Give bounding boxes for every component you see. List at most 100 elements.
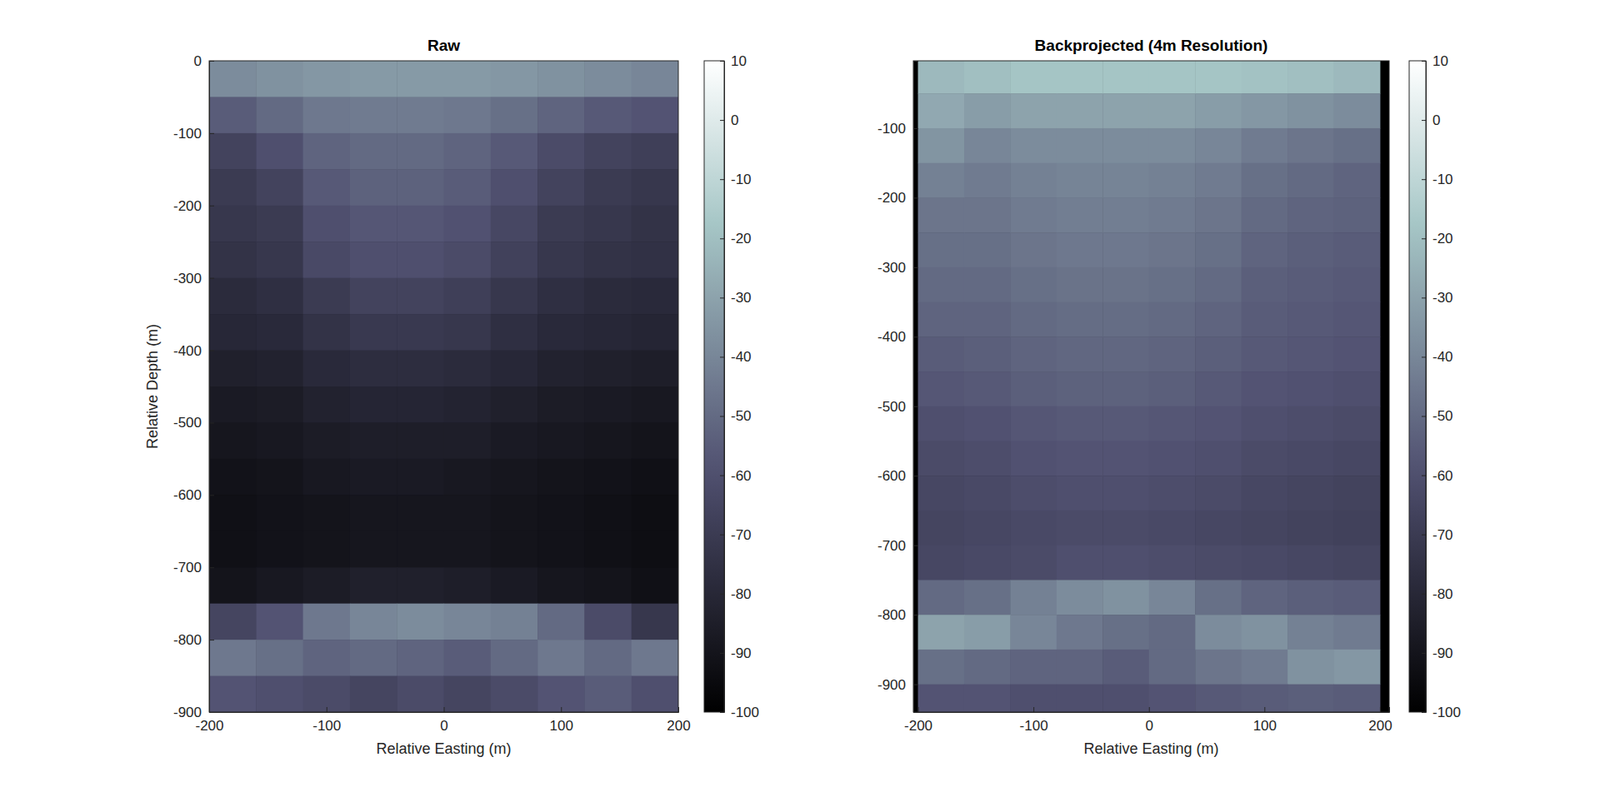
colorbar-tick: -40	[1421, 349, 1454, 365]
heatmap-cell	[1010, 128, 1057, 164]
heatmap-cell	[1056, 302, 1104, 338]
x-tick-label: 100	[550, 718, 574, 735]
heatmap-cell	[918, 128, 965, 164]
y-tick-mark	[209, 278, 215, 280]
heatmap-cell	[1056, 163, 1104, 199]
y-tick: -900	[173, 705, 215, 721]
colorbar-tick-mark	[720, 653, 725, 655]
heatmap-cell	[490, 386, 539, 424]
heatmap-cell	[631, 314, 679, 351]
x-tick-label: 200	[1368, 718, 1392, 735]
heatmap-cell	[1333, 336, 1380, 372]
heatmap-cell	[1056, 580, 1104, 615]
figure: -200-1000100200-900-800-700-600-500-400-…	[0, 0, 1600, 802]
colorbar-tick-mark	[1421, 120, 1426, 121]
heatmap-cell	[537, 169, 585, 206]
x-tick: 100	[1253, 707, 1277, 735]
y-tick-mark	[209, 640, 215, 641]
heatmap-cell	[350, 314, 398, 351]
heatmap-cell	[1333, 545, 1380, 581]
heatmap-cell	[1195, 406, 1242, 442]
x-tick-label: -200	[904, 718, 933, 735]
colorbar-tick-mark	[720, 60, 725, 62]
heatmap-cell	[1241, 615, 1289, 650]
heatmap-cell	[631, 422, 679, 460]
heatmap-cell	[1287, 197, 1335, 233]
heatmap-cell	[537, 459, 585, 496]
heatmap-cell	[584, 422, 632, 460]
heatmap-cell	[1241, 93, 1289, 129]
colorbar-tick-mark	[1421, 60, 1426, 62]
heatmap-cell	[1333, 128, 1380, 164]
colorbar-tick-label: -60	[730, 468, 752, 485]
colorbar-tick-label: -80	[730, 586, 752, 603]
heatmap-cell	[255, 422, 304, 460]
heatmap-cell	[303, 60, 351, 98]
heatmap-cell	[918, 545, 965, 581]
heatmap-cell	[490, 314, 539, 351]
heatmap-cell	[396, 640, 445, 677]
heatmap-cell	[490, 531, 539, 569]
heatmap-cell	[303, 386, 351, 424]
heatmap-cell	[1056, 685, 1104, 713]
x-tick: 0	[440, 707, 448, 735]
heatmap-cell	[396, 314, 445, 351]
colorbar-tick-mark	[1421, 297, 1426, 299]
x-tick-mark	[560, 707, 562, 713]
heatmap-cell	[1333, 60, 1380, 95]
heatmap-cell	[350, 205, 398, 243]
x-tick-mark	[678, 707, 680, 713]
heatmap-cell	[350, 495, 398, 532]
heatmap-cell	[1010, 60, 1057, 95]
heatmap-cell	[396, 96, 445, 134]
heatmap-cell	[918, 93, 965, 129]
y-tick-mark	[913, 545, 919, 547]
heatmap-cell	[490, 604, 539, 641]
heatmap-cell	[1010, 580, 1057, 615]
colorbar-tick-label: -50	[730, 408, 752, 425]
heatmap-cell	[209, 96, 257, 134]
heatmap-cell	[209, 422, 257, 460]
heatmap-cell	[209, 278, 257, 315]
heatmap-cell	[1333, 441, 1380, 477]
heatmap-cell	[964, 336, 1011, 372]
heatmap-cell	[350, 60, 398, 98]
heatmap-cell	[584, 495, 632, 532]
heatmap-cell	[255, 567, 304, 605]
heatmap-cell	[631, 60, 679, 98]
heatmap-cell	[1149, 406, 1196, 442]
x-tick: -100	[312, 707, 341, 735]
heatmap-cell	[964, 93, 1011, 129]
heatmap-cell	[1195, 650, 1242, 685]
heatmap-cell	[631, 133, 679, 170]
x-tick-mark	[444, 707, 445, 713]
heatmap-cell	[918, 197, 965, 233]
heatmap-cell	[918, 650, 965, 685]
colorbar-tick: -100	[1421, 705, 1461, 721]
heatmap-cell	[255, 386, 304, 424]
heatmap-cell	[631, 459, 679, 496]
heatmap-cell	[1287, 128, 1335, 164]
heatmap-cell	[918, 232, 965, 268]
heatmap-cell	[1010, 615, 1057, 650]
heatmap-cell	[444, 495, 492, 532]
y-tick: -300	[173, 270, 215, 287]
heatmap-cell	[1241, 545, 1289, 581]
y-tick: -800	[173, 632, 215, 649]
y-axis: -900-800-700-600-500-400-300-200-1000	[173, 53, 215, 721]
heatmap-cell	[1195, 545, 1242, 581]
heatmap-cell	[1056, 510, 1104, 546]
heatmap-cell	[255, 604, 304, 641]
heatmap-cell	[303, 133, 351, 170]
heatmap-cell	[1287, 232, 1335, 268]
heatmap-cell	[1010, 371, 1057, 407]
heatmap-cell	[444, 386, 492, 424]
colorbar-tick-label: -80	[1432, 586, 1454, 603]
colorbar	[704, 60, 725, 713]
colorbar-tick: -30	[720, 290, 752, 306]
heatmap-cell	[1287, 650, 1335, 685]
colorbar-tick: 10	[1421, 53, 1449, 70]
heatmap-cell	[537, 241, 585, 279]
heatmap-cell	[918, 510, 965, 546]
heatmap-cell	[1195, 93, 1242, 129]
